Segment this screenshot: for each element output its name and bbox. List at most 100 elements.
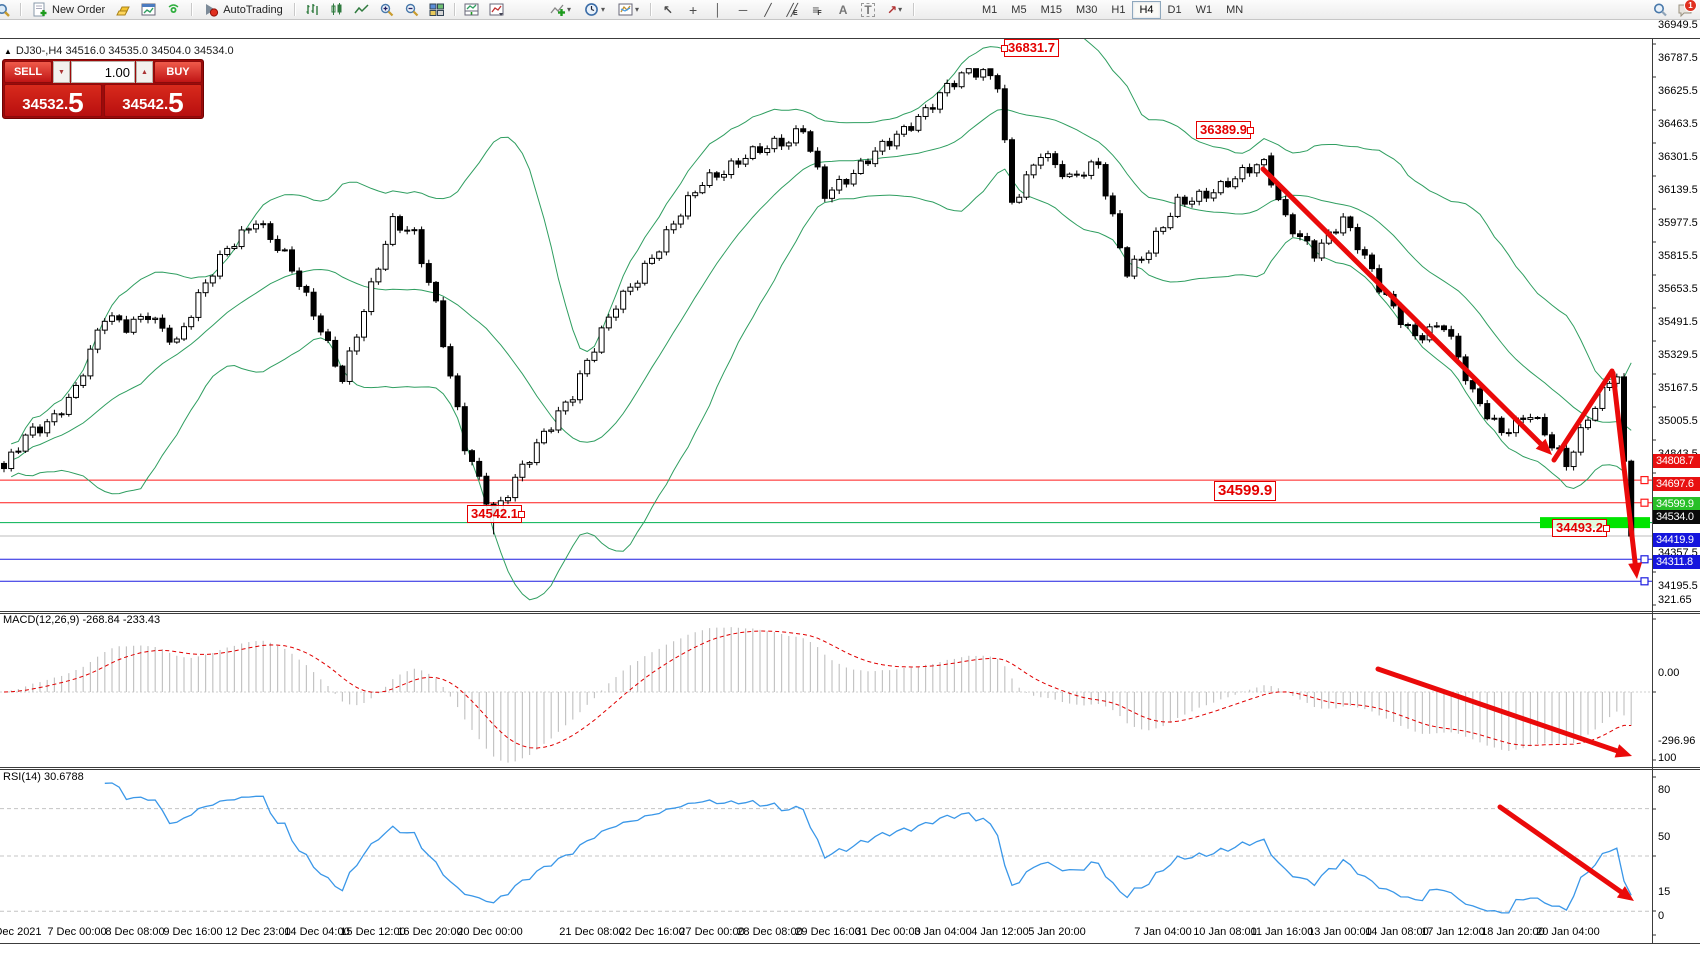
candlestick-mode-icon[interactable] — [329, 2, 345, 17]
toolbar-separator — [650, 3, 652, 16]
level-end-marker[interactable] — [1640, 577, 1649, 586]
price-axis-label: 35653.5 — [1658, 283, 1698, 295]
volume-up-button[interactable]: ▲ — [136, 61, 153, 83]
expert-advisors-icon[interactable] — [166, 2, 182, 17]
time-axis-label: 10 Jan 08:00 — [1193, 926, 1257, 938]
chart-svg — [0, 38, 1700, 944]
tile-windows-icon[interactable] — [429, 2, 445, 17]
time-axis-label: 12 Dec 23:00 — [225, 926, 291, 938]
crosshair-tool-icon[interactable]: + — [688, 1, 698, 18]
timeframe-button-h1[interactable]: H1 — [1111, 4, 1126, 16]
buy-button[interactable]: BUY — [154, 61, 202, 83]
price-axis-label: 35977.5 — [1658, 217, 1698, 229]
toolbar-separator — [453, 3, 455, 16]
periods-button[interactable]: ▾ — [582, 1, 607, 18]
template-icon — [618, 2, 634, 17]
price-axis-label: 35491.5 — [1658, 316, 1698, 328]
price-level-lines[interactable] — [0, 479, 1652, 582]
rsi-axis-label: 15 — [1658, 886, 1671, 898]
market-watch-icon[interactable] — [0, 2, 11, 17]
sell-price[interactable]: 34532. 5 — [4, 84, 102, 117]
fibonacci-tool-icon[interactable]: ≡ F — [812, 2, 822, 18]
rsi-plot — [0, 782, 1652, 914]
time-axis-label: 28 Dec 08:00 — [737, 926, 803, 938]
price-axis-label: 36949.5 — [1658, 19, 1698, 31]
level-end-marker[interactable] — [1640, 475, 1649, 485]
new-indicator-window-icon[interactable] — [464, 2, 480, 17]
text-label-tool-icon[interactable]: T — [860, 2, 876, 17]
clock-icon — [584, 2, 600, 17]
autotrading-button[interactable]: AutoTrading — [201, 1, 285, 18]
macd-histogram — [0, 627, 1652, 763]
toolbar-separator — [191, 3, 193, 16]
templates-button[interactable]: ▾ — [616, 1, 641, 18]
time-axis-label: Dec 2021 — [0, 926, 42, 938]
timeframe-bar: M1 M5 M15 M30 H1 H4 D1 W1 MN — [975, 1, 1250, 19]
buy-price-dot: . — [163, 96, 169, 113]
oneclick-toggle-icon[interactable]: ▲ — [4, 46, 12, 56]
indicator-list-icon[interactable] — [489, 2, 505, 17]
notification-badge: 1 — [1684, 0, 1697, 12]
price-axis-label: 36139.5 — [1658, 184, 1698, 196]
vertical-line-tool-icon[interactable]: │ — [714, 2, 722, 17]
time-axis-label: 8 Dec 08:00 — [105, 926, 165, 938]
time-axis-label: 27 Dec 00:00 — [679, 926, 745, 938]
horizontal-line-tool-icon[interactable]: ─ — [738, 2, 748, 17]
bar-chart-mode-icon[interactable] — [304, 2, 320, 17]
timeframe-button-m15[interactable]: M15 — [1040, 4, 1062, 16]
timeframe-button-m5[interactable]: M5 — [1011, 4, 1027, 16]
chart-annotation[interactable]: 34542.1 — [467, 505, 525, 523]
time-axis-label: 20 Jan 04:00 — [1536, 926, 1600, 938]
cursor-tool-icon[interactable]: ↖ — [663, 2, 674, 17]
trendline-tool-icon[interactable]: ╱ — [764, 2, 772, 17]
volume-input[interactable] — [71, 61, 135, 83]
chart-canvas[interactable]: ▲ DJ30-,H4 34516.0 34535.0 34504.0 34534… — [0, 19, 1700, 944]
chart-annotation[interactable]: 36389.9 — [1196, 121, 1254, 139]
channel-tool-icon[interactable]: ╱╱ E — [786, 2, 798, 18]
toolbar-tools-group: ▾ ▾ ▾ ↖ + │ ─ ╱ ╱╱ E ≡ F A T ↗ ▾ — [548, 0, 915, 19]
timeframe-button-m1[interactable]: M1 — [982, 4, 998, 16]
chart-annotation[interactable]: 36831.7 — [1001, 39, 1059, 57]
zoom-in-icon[interactable] — [379, 2, 395, 17]
line-chart-mode-icon[interactable] — [354, 2, 370, 17]
timeframe-button-mn[interactable]: MN — [1226, 4, 1244, 16]
toolbar-separator — [20, 3, 21, 16]
level-end-marker[interactable] — [1640, 555, 1649, 564]
buy-price[interactable]: 34542. 5 — [104, 84, 202, 117]
timeframe-button-d1[interactable]: D1 — [1167, 4, 1182, 16]
notifications-button[interactable]: 1 — [1677, 0, 1697, 17]
macd-axis-label: 0.00 — [1658, 667, 1680, 679]
timeframe-button-m30[interactable]: M30 — [1075, 4, 1098, 16]
text-tool-icon[interactable]: A — [838, 2, 848, 17]
chart-window-icon[interactable] — [141, 2, 157, 17]
time-axis-label: 18 Jan 20:00 — [1481, 926, 1545, 938]
time-axis-label: 13 Jan 00:00 — [1308, 926, 1372, 938]
new-order-button[interactable]: New Order — [30, 1, 107, 18]
arrows-tool-button[interactable]: ↗ ▾ — [885, 1, 904, 18]
price-axis-label: 36787.5 — [1658, 52, 1698, 64]
toolbar-separator — [913, 3, 915, 16]
add-indicators-button[interactable]: ▾ — [548, 1, 573, 18]
trend-arrows[interactable] — [1260, 166, 1643, 901]
rsi-axis-label: 80 — [1658, 784, 1671, 796]
rsi-indicator-label: RSI(14) 30.6788 — [3, 771, 84, 783]
rsi-axis-label: 50 — [1658, 831, 1671, 843]
time-axis-label: 14 Jan 08:00 — [1365, 926, 1429, 938]
timeframe-button-w1[interactable]: W1 — [1195, 4, 1213, 16]
timeframe-button-h4[interactable]: H4 — [1132, 1, 1161, 19]
autotrading-icon — [203, 2, 219, 17]
macd-axis-label: 321.65 — [1658, 594, 1692, 606]
sell-button[interactable]: SELL — [4, 61, 52, 83]
chart-annotation[interactable]: 34599.9 — [1214, 481, 1277, 501]
level-end-marker[interactable] — [1640, 498, 1649, 507]
zoom-out-icon[interactable] — [404, 2, 420, 17]
price-axis-label: 36463.5 — [1658, 118, 1698, 130]
annotation-pointer — [1603, 524, 1610, 532]
time-axis-label: 31 Dec 00:00 — [855, 926, 921, 938]
volume-down-button[interactable]: ▼ — [53, 61, 70, 83]
chart-annotation[interactable]: 34493.2 — [1552, 519, 1610, 537]
candlestick-series — [1, 67, 1635, 545]
search-icon[interactable] — [1652, 2, 1668, 17]
gold-symbol-icon[interactable] — [116, 2, 132, 17]
time-axis-label: 5 Jan 20:00 — [1028, 926, 1086, 938]
